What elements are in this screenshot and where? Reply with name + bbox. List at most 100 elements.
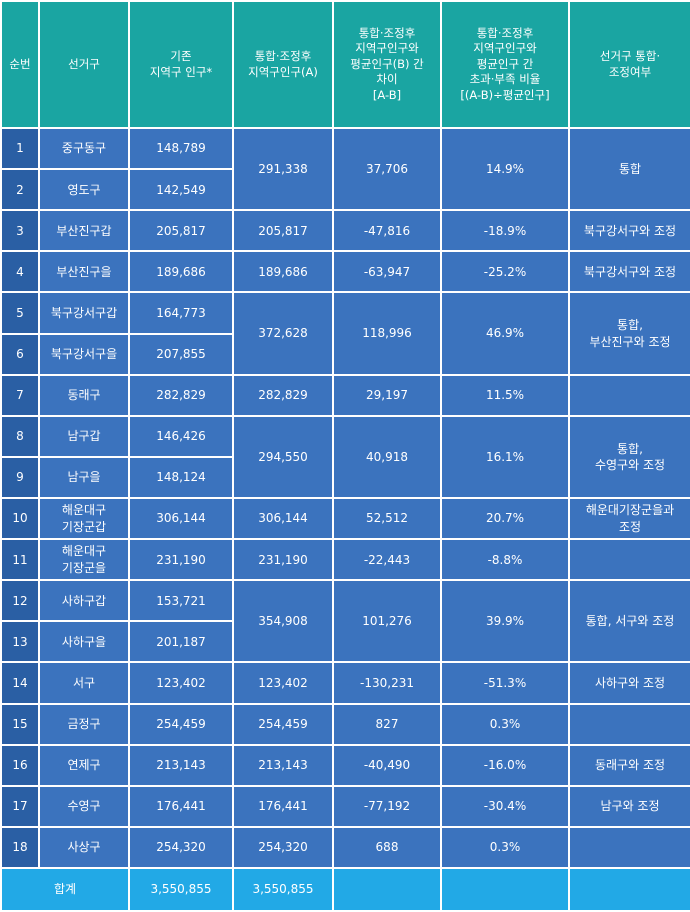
- header-status: 선거구 통합· 조정여부: [568, 0, 690, 129]
- row-number: 14: [0, 661, 40, 705]
- table-row: 18 사상구 254,320 254,320 688 0.3%: [0, 825, 690, 870]
- status: 사하구와 조정: [568, 661, 690, 705]
- row-number: 3: [0, 209, 40, 253]
- ratio: 0.3%: [440, 702, 570, 746]
- original-population: 189,686: [128, 250, 234, 294]
- status: 통합, 수영구와 조정: [568, 414, 690, 499]
- adjusted-population: 282,829: [232, 373, 334, 417]
- original-population: 205,817: [128, 209, 234, 253]
- difference: -22,443: [332, 538, 442, 582]
- status: 북구강서구와 조정: [568, 209, 690, 253]
- total-adjusted-population: 3,550,855: [232, 867, 334, 912]
- ratio: 16.1%: [440, 414, 570, 499]
- table-row: 1 중구동구 148,789 291,338 37,706 14.9% 통합: [0, 126, 690, 212]
- table-body: 1 중구동구 148,789 291,338 37,706 14.9% 통합 2…: [0, 126, 690, 870]
- original-population: 148,789: [128, 126, 234, 171]
- original-population: 123,402: [128, 661, 234, 705]
- difference: 688: [332, 825, 442, 870]
- header-district: 선거구: [38, 0, 130, 129]
- original-population: 282,829: [128, 373, 234, 417]
- ratio: -51.3%: [440, 661, 570, 705]
- total-original-population: 3,550,855: [128, 867, 234, 912]
- district-name: 금정구: [38, 702, 130, 746]
- difference: 37,706: [332, 126, 442, 212]
- adjusted-population: 123,402: [232, 661, 334, 705]
- ratio: -16.0%: [440, 743, 570, 787]
- header-row: 순번 선거구 기존 지역구 인구* 통합·조정후 지역구인구(A) 통합·조정후…: [0, 0, 690, 129]
- status: 북구강서구와 조정: [568, 250, 690, 294]
- district-name: 수영구: [38, 784, 130, 828]
- row-number: 15: [0, 702, 40, 746]
- row-number: 12: [0, 579, 40, 623]
- header-adjusted-population: 통합·조정후 지역구인구(A): [232, 0, 334, 129]
- table-row: 15 금정구 254,459 254,459 827 0.3%: [0, 702, 690, 746]
- table-row: 12 사하구갑 153,721 354,908 101,276 39.9% 통합…: [0, 579, 690, 664]
- row-number: 7: [0, 373, 40, 417]
- district-name: 중구동구: [38, 126, 130, 171]
- district-name: 해운대구 기장군갑: [38, 496, 130, 541]
- district-name: 부산진구갑: [38, 209, 130, 253]
- row-number: 8: [0, 414, 40, 458]
- district-name: 사하구갑: [38, 579, 130, 623]
- total-label: 합계: [0, 867, 130, 912]
- row-number: 4: [0, 250, 40, 294]
- ratio: 0.3%: [440, 825, 570, 870]
- header-ratio: 통합·조정후 지역구인구와 평균인구 간 초과·부족 비율 [(A-B)÷평균인…: [440, 0, 570, 129]
- table-row: 4 부산진구을 189,686 189,686 -63,947 -25.2% 북…: [0, 250, 690, 294]
- district-name: 서구: [38, 661, 130, 705]
- district-name: 사상구: [38, 825, 130, 870]
- status: [568, 538, 690, 582]
- adjusted-population: 254,320: [232, 825, 334, 870]
- table-row: 14 서구 123,402 123,402 -130,231 -51.3% 사하…: [0, 661, 690, 705]
- district-name: 사하구을: [38, 620, 130, 664]
- header-original-population: 기존 지역구 인구*: [128, 0, 234, 129]
- ratio: 46.9%: [440, 291, 570, 376]
- original-population: 153,721: [128, 579, 234, 623]
- status: 통합, 서구와 조정: [568, 579, 690, 664]
- row-number: 5: [0, 291, 40, 335]
- district-name: 해운대구 기장군을: [38, 538, 130, 582]
- district-name: 동래구: [38, 373, 130, 417]
- district-name: 북구강서구갑: [38, 291, 130, 335]
- original-population: 306,144: [128, 496, 234, 541]
- adjusted-population: 294,550: [232, 414, 334, 499]
- difference: 40,918: [332, 414, 442, 499]
- status: 해운대기장군을과 조정: [568, 496, 690, 541]
- status: [568, 373, 690, 417]
- difference: 827: [332, 702, 442, 746]
- ratio: 11.5%: [440, 373, 570, 417]
- ratio: -18.9%: [440, 209, 570, 253]
- adjusted-population: 291,338: [232, 126, 334, 212]
- total-empty-cell: [332, 867, 442, 912]
- table-row: 6 북구강서구을 207,855: [0, 332, 690, 376]
- table-row: 9 남구을 148,124: [0, 455, 690, 499]
- row-number: 1: [0, 126, 40, 171]
- table-row: 8 남구갑 146,426 294,550 40,918 16.1% 통합, 수…: [0, 414, 690, 499]
- row-number: 17: [0, 784, 40, 828]
- row-number: 6: [0, 332, 40, 376]
- original-population: 254,320: [128, 825, 234, 870]
- original-population: 231,190: [128, 538, 234, 582]
- table-row: 13 사하구을 201,187: [0, 620, 690, 664]
- original-population: 148,124: [128, 455, 234, 499]
- adjusted-population: 254,459: [232, 702, 334, 746]
- status: [568, 825, 690, 870]
- total-empty-cell: [568, 867, 690, 912]
- total-empty-cell: [440, 867, 570, 912]
- status: 동래구와 조정: [568, 743, 690, 787]
- table-row: 3 부산진구갑 205,817 205,817 -47,816 -18.9% 북…: [0, 209, 690, 253]
- ratio: 39.9%: [440, 579, 570, 664]
- row-number: 16: [0, 743, 40, 787]
- adjusted-population: 176,441: [232, 784, 334, 828]
- district-name: 영도구: [38, 168, 130, 212]
- difference: 29,197: [332, 373, 442, 417]
- difference: 101,276: [332, 579, 442, 664]
- table-row: 10 해운대구 기장군갑 306,144 306,144 52,512 20.7…: [0, 496, 690, 541]
- original-population: 176,441: [128, 784, 234, 828]
- adjusted-population: 231,190: [232, 538, 334, 582]
- ratio: -25.2%: [440, 250, 570, 294]
- ratio: 14.9%: [440, 126, 570, 212]
- difference: -130,231: [332, 661, 442, 705]
- row-number: 9: [0, 455, 40, 499]
